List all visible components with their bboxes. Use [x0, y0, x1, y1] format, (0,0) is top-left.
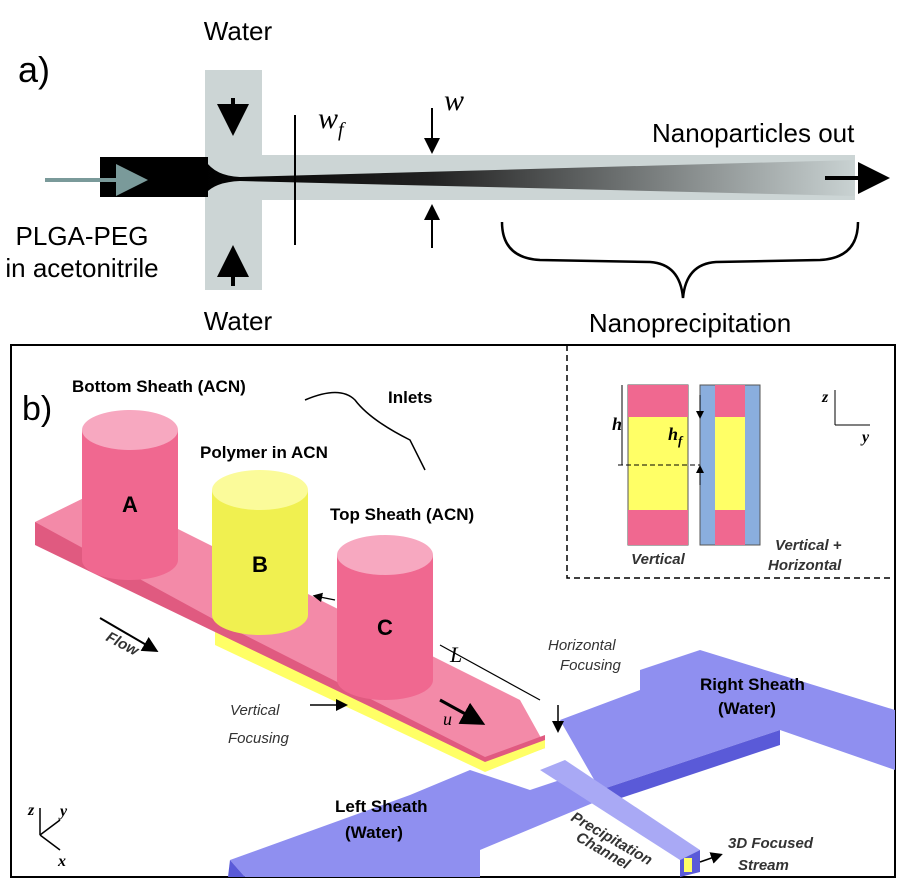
figure: a) Water Water wf w Nanoparticles out PL…	[0, 0, 901, 879]
label: PLGA-PEG	[16, 221, 149, 251]
brace	[502, 222, 858, 298]
cylinder-label: B	[252, 552, 268, 577]
label: h	[668, 424, 678, 444]
label: wf	[318, 102, 346, 141]
label: Water	[204, 16, 273, 46]
label: w	[444, 84, 464, 117]
axis-label: z	[27, 802, 35, 819]
label: Horizontal	[548, 637, 616, 654]
stream-core	[684, 858, 692, 872]
label: 3D Focused	[728, 835, 814, 852]
label: Inlets	[388, 388, 432, 407]
label: Top Sheath (ACN)	[330, 505, 474, 524]
label: Right Sheath	[700, 675, 805, 694]
axis-label: y	[860, 429, 870, 446]
axis-label: y	[58, 803, 68, 820]
label: Vertical	[631, 551, 685, 568]
left-sheath	[230, 770, 600, 877]
label: Focusing	[560, 657, 622, 674]
axis-label: x	[57, 853, 66, 870]
label: Polymer in ACN	[200, 443, 328, 462]
label: h	[612, 414, 622, 434]
label: Vertical +	[775, 537, 842, 554]
label: (Water)	[718, 699, 776, 718]
panel-label: a)	[18, 49, 50, 90]
label: Nanoparticles out	[652, 118, 855, 148]
axis-label: z	[821, 389, 829, 406]
panel-b: A B C b) Bottom Sheath (ACN) Inlets Poly…	[11, 345, 895, 877]
label: Focusing	[228, 730, 290, 747]
label: Vertical	[230, 702, 280, 719]
pointer	[700, 855, 720, 862]
label: w	[318, 102, 338, 135]
label: Left Sheath	[335, 797, 428, 816]
cylinder-label: A	[122, 492, 138, 517]
label: Nanoprecipitation	[589, 308, 791, 338]
label: Flow	[103, 629, 142, 661]
label: in acetonitrile	[5, 253, 158, 283]
panel-label: b)	[22, 390, 52, 428]
label: f	[338, 119, 346, 141]
panel-a: a) Water Water wf w Nanoparticles out PL…	[5, 16, 882, 338]
label: Bottom Sheath (ACN)	[72, 377, 246, 396]
inset	[618, 385, 870, 545]
label: (Water)	[345, 823, 403, 842]
label: L	[449, 642, 462, 667]
cylinder-label: C	[377, 615, 393, 640]
label: u	[443, 709, 452, 729]
label: Water	[204, 306, 273, 336]
axes-icon	[40, 808, 60, 850]
inlet	[100, 157, 208, 197]
label: Stream	[738, 857, 789, 874]
label: Horizontal	[768, 557, 842, 574]
